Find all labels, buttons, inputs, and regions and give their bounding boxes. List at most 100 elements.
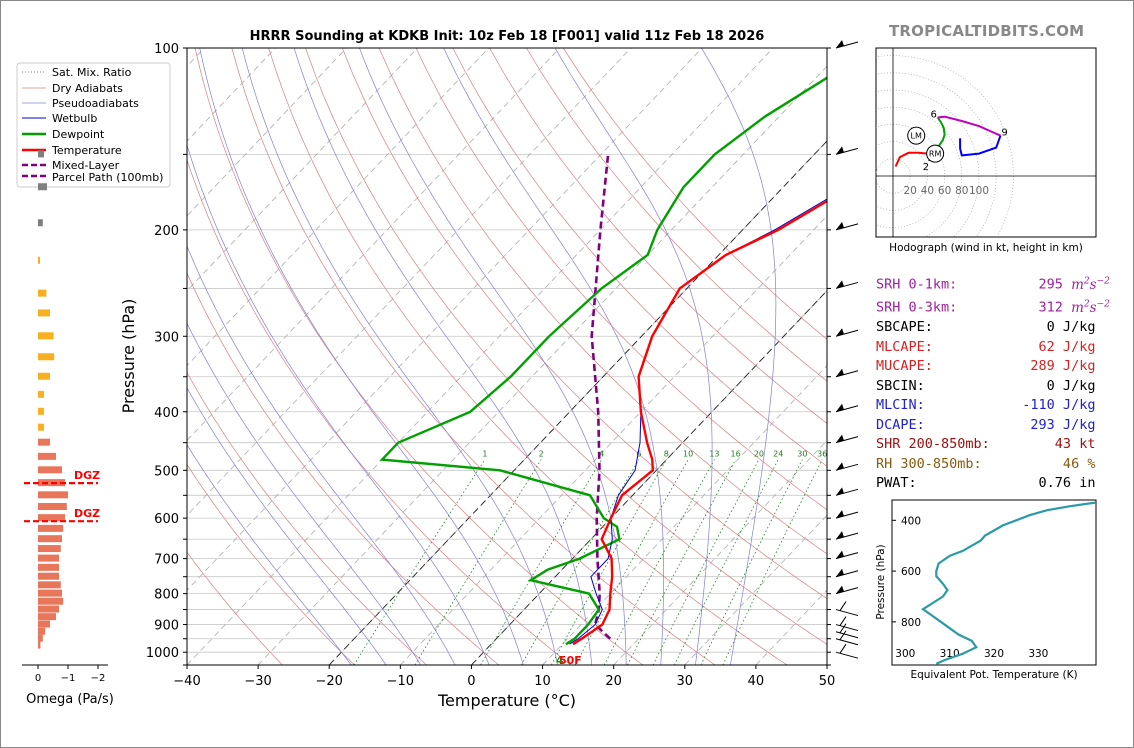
wind-barb-flag [836,462,844,471]
skewt-background-lines: 1 2 4 6 8 10 13 16 20 24 30 36 [187,48,827,665]
dgz-label: DGZ [74,469,100,482]
xtick-label: 20 [605,674,622,689]
dry-adiabat-line [305,48,827,645]
ytick-label: 100 [154,42,179,57]
dry-adiabat-line [341,48,827,600]
theta-e-ytick-label: 600 [901,566,921,578]
mixing-ratio-line [414,459,542,665]
pseudoadiabat-line [187,444,352,665]
omega-bar [38,438,50,446]
wind-barb-flag [836,434,844,443]
pseudoadiabat-line [241,48,558,665]
isotherm-line [187,48,774,665]
mixing-ratio-label: 1 [482,450,487,459]
mixing-ratio-line [603,459,715,665]
dry-adiabat-line [268,48,788,665]
pseudoadiabat-line [293,48,593,665]
omega-bar [38,634,43,642]
skewt-axes: −40 −30 −20 −10 0 10 20 30 40 50 100 200 300 400 500 60… [146,42,835,689]
mixing-ratio-line [722,459,823,665]
stat-unit: m2s−2 [1071,299,1110,316]
stat-row: SBCIN: 0 J/kg [876,377,1096,394]
pseudoadiabat-line [187,387,387,665]
hodograph-ring-label: 80 [955,185,968,197]
omega-bar [38,353,55,361]
ytick-label: 400 [154,406,179,421]
ytick-label: 1000 [146,646,179,661]
omega-bar [38,256,40,264]
pseudoadiabat-line [554,48,713,665]
omega-bar [38,309,50,317]
omega-bar [38,572,59,580]
wind-barb-feather [839,623,847,634]
omega-bar [38,554,59,562]
hodograph-segment [937,115,1001,137]
wind-barb-flag [836,368,844,377]
mixing-ratio-label: 6 [636,450,641,459]
omega-bar [38,219,43,227]
hodograph-ring-label: 20 [904,185,917,197]
dewpoint-line [379,76,827,646]
omega-bar [38,390,44,398]
dry-adiabat-line [452,48,827,467]
theta-e-xtick-label: 330 [1028,648,1048,660]
omega-bar [38,627,46,635]
mixing-ratio-label: 2 [539,450,544,459]
omega-bar [38,620,50,628]
omega-bar [38,613,56,621]
omega-bar [38,589,62,597]
pseudoadiabat-line [187,322,421,665]
mixing-ratio-label: 10 [683,450,693,459]
hodograph-content: 204060801001269LMRM [876,48,1096,237]
wind-barb-flag [836,403,844,412]
storm-motion-marker [926,144,945,163]
omega-tick-label: 0 [35,673,41,684]
isotherm-line [187,48,489,367]
mixing-ratio-line [353,459,486,665]
wind-barb-flag [836,585,844,594]
omega-bar [38,641,41,649]
xtick-label: 10 [534,674,551,689]
theta-e-xtick-label: 320 [984,648,1004,660]
omega-bar [38,524,64,532]
ytick-label: 800 [154,588,179,603]
omega-bar [38,452,56,460]
omega-tick-label: −1 [61,673,76,684]
ytick-label: 200 [154,224,179,239]
theta-e-xlabel: Equivalent Pot. Temperature (K) [910,669,1077,681]
wind-barb-feather [839,601,847,611]
wind-barb-feather [839,643,847,654]
pseudoadiabat-line [199,48,524,665]
omega-bar [38,597,64,605]
wind-barbs [835,40,859,659]
omega-bar [38,332,54,340]
legend-entry-label: Dewpoint [52,128,105,141]
omega-bar [38,491,68,499]
legend-entry-label: Temperature [51,144,122,157]
omega-bar [38,581,61,589]
mixing-ratio-line [480,459,602,665]
mixing-ratio-line [652,459,760,665]
isotherm-line [613,439,827,665]
wind-barb-feather [839,630,847,641]
omega-bar [38,183,47,191]
mixing-ratio-label: 20 [754,450,764,459]
hodograph-segment [959,135,1002,157]
xtick-label: 50 [819,674,836,689]
mixing-ratio-label: 24 [773,450,783,459]
mixing-ratio-label: 36 [817,450,827,459]
dry-adiabat-line [187,551,283,665]
hodograph-km-label: 6 [931,110,937,121]
omega-bar [38,150,44,158]
mixing-ratio-line [551,459,667,665]
mixing-ratio-label: 13 [709,450,719,459]
ytick-label: 700 [154,553,179,568]
legend-entry-label: Parcel Path (100mb) [52,171,163,184]
theta-e-ylabel: Pressure (hPa) [875,544,887,619]
omega-bar [38,466,62,474]
dry-adiabat-line [489,48,827,424]
omega-bar [38,545,61,553]
surface-dewpoint-label: 4 [556,654,564,667]
